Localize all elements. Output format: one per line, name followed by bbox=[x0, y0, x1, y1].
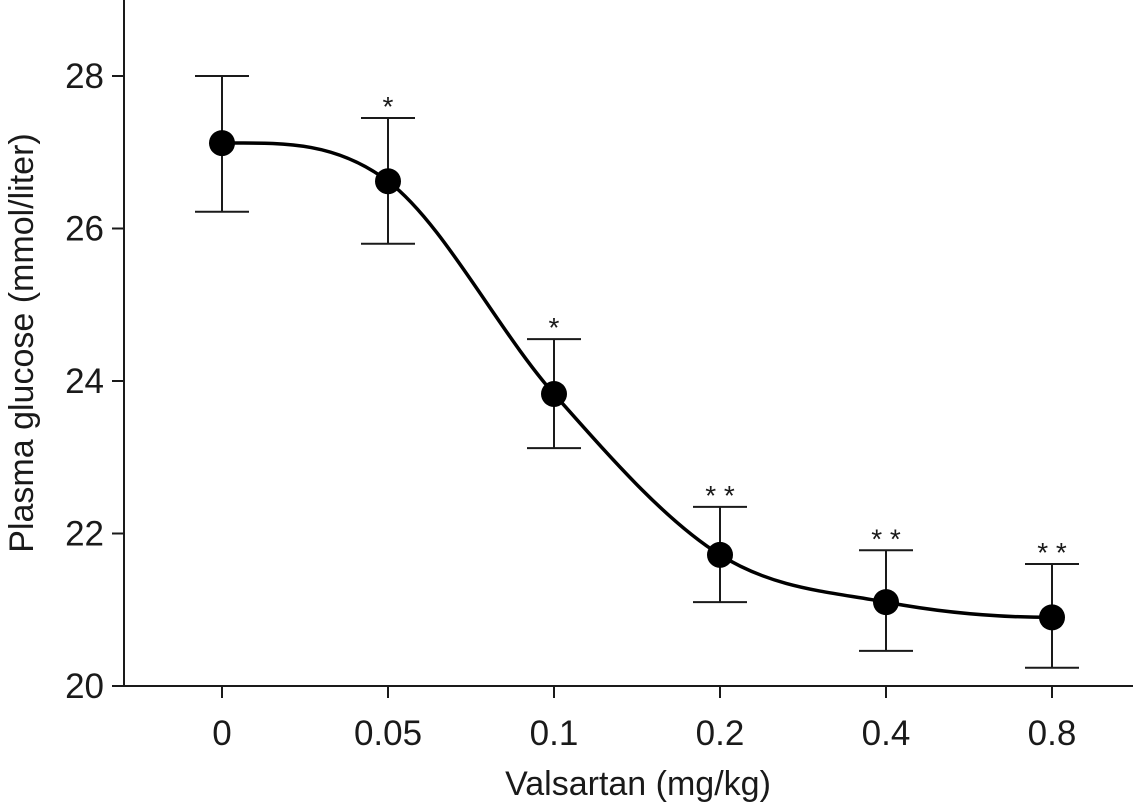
y-ticks: 20 22 24 26 28 bbox=[65, 57, 124, 706]
x-axis-title: Valsartan (mg/kg) bbox=[505, 765, 771, 803]
significance-marker-0.05: * bbox=[383, 91, 394, 122]
data-point-0.1 bbox=[541, 380, 567, 407]
significance-marker-0.4: * * bbox=[871, 523, 901, 554]
x-tick-label-0.8: 0.8 bbox=[1028, 714, 1077, 753]
x-tick-label-0.1: 0.1 bbox=[530, 714, 579, 753]
data-point-0.8 bbox=[1039, 604, 1065, 631]
significance-markers: * * * * * * * * bbox=[383, 91, 1067, 568]
x-tick-label-0.2: 0.2 bbox=[696, 714, 745, 753]
significance-marker-0.8: * * bbox=[1037, 537, 1067, 568]
fit-curve-layer bbox=[221, 141, 1053, 620]
data-point-0.4 bbox=[873, 589, 899, 616]
x-ticks: 0 0.05 0.1 0.2 0.4 0.8 bbox=[212, 686, 1076, 753]
y-tick-label-24: 24 bbox=[65, 362, 104, 401]
y-tick-label-28: 28 bbox=[65, 57, 104, 96]
x-tick-label-0.4: 0.4 bbox=[862, 714, 911, 753]
axes bbox=[123, 0, 1133, 687]
y-tick-label-26: 26 bbox=[65, 210, 104, 249]
y-tick-label-22: 22 bbox=[65, 515, 104, 554]
fit-curve bbox=[221, 141, 1053, 620]
y-axis-title: Plasma glucose (mmol/liter) bbox=[3, 133, 41, 552]
x-tick-label-0: 0 bbox=[212, 714, 231, 753]
y-tick-label-20: 20 bbox=[65, 667, 104, 706]
data-point-0.05 bbox=[375, 168, 401, 195]
x-tick-label-0.05: 0.05 bbox=[354, 714, 422, 753]
data-point-0 bbox=[209, 130, 235, 157]
data-point-0.2 bbox=[707, 541, 733, 568]
data-points bbox=[209, 130, 1065, 631]
error-bars bbox=[195, 75, 1079, 669]
significance-marker-0.1: * bbox=[549, 312, 560, 343]
significance-marker-0.2: * * bbox=[705, 480, 735, 511]
